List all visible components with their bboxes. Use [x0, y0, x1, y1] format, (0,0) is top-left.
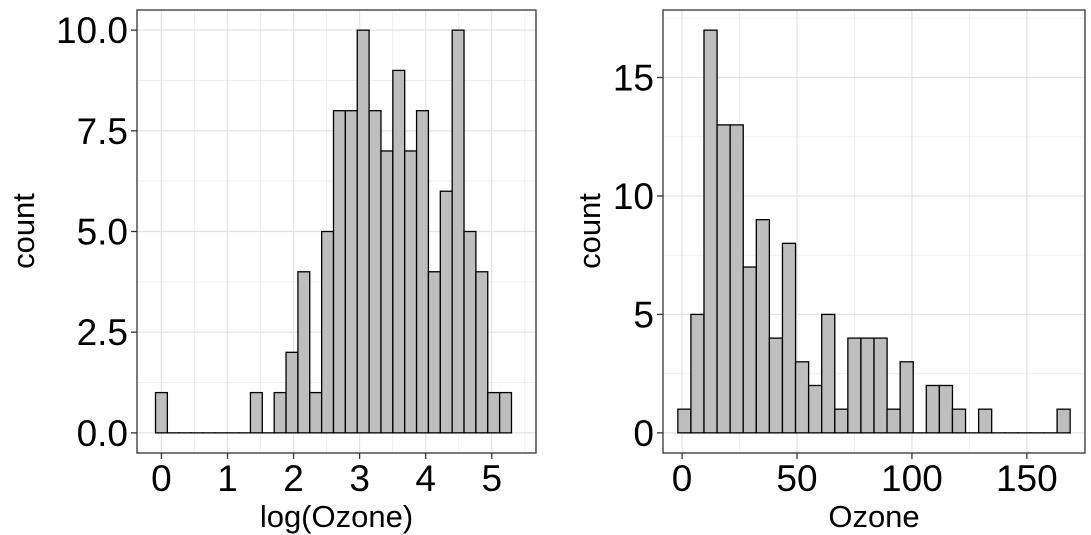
y-tick-label: 0: [633, 413, 654, 454]
x-tick-label: 5: [481, 458, 502, 499]
ticks: 0 50 100 150 0 5 10 15: [613, 58, 1058, 499]
x-tick-label: 150: [996, 458, 1058, 499]
histogram-log-ozone: 0 1 2 3 4 5 0.0 2.5 5.0 7.5 10.0 log(Ozone) count: [6, 9, 537, 534]
y-tick-label: 10: [613, 176, 654, 217]
histogram-bar: [703, 29, 718, 434]
histogram-bar: [899, 361, 914, 434]
x-tick-label: 4: [415, 458, 436, 499]
histogram-bar: [404, 150, 418, 434]
x-tick-label: 0: [151, 458, 172, 499]
y-tick-label: 2.5: [77, 312, 128, 353]
y-tick-label: 15: [613, 58, 654, 99]
histogram-bar: [821, 313, 836, 434]
histogram-bar: [807, 384, 823, 434]
histogram-bar: [273, 391, 287, 434]
histogram-bar: [439, 190, 453, 434]
x-tick-label: 0: [672, 458, 693, 499]
histogram-bar: [320, 230, 335, 434]
histogram-bar: [368, 110, 382, 434]
x-tick-label: 1: [217, 458, 238, 499]
y-tick-label: 5.0: [77, 212, 128, 253]
histogram-bar: [886, 408, 901, 434]
y-tick-label: 7.5: [77, 111, 128, 152]
histogram-bar: [1056, 408, 1071, 434]
histogram-bar: [309, 391, 323, 434]
histogram-bar: [677, 408, 692, 434]
histogram-bar: [755, 219, 771, 434]
histogram-bar: [392, 69, 406, 434]
histogram-bar: [925, 384, 941, 434]
y-tick-label: 5: [633, 294, 654, 335]
histogram-bar: [463, 230, 477, 434]
x-tick-label: 50: [776, 458, 817, 499]
histogram-bar: [977, 408, 993, 434]
x-axis-title: Ozone: [828, 499, 919, 534]
histogram-bar: [690, 313, 705, 434]
histogram-bar: [834, 408, 849, 434]
histogram-bar: [951, 408, 967, 434]
y-axis-title: count: [572, 193, 607, 269]
ticks: 0 1 2 3 4 5 0.0 2.5 5.0 7.5 10.0: [56, 10, 502, 499]
histogram-bar: [860, 337, 875, 434]
histogram-bar: [427, 271, 441, 434]
y-tick-label: 10.0: [56, 10, 128, 51]
x-tick-label: 100: [881, 458, 943, 499]
histogram-bar: [487, 391, 501, 434]
histogram-bar: [415, 110, 430, 434]
histogram-bar: [356, 29, 370, 434]
histogram-bar: [451, 29, 465, 434]
y-tick-label: 0.0: [77, 413, 128, 454]
histogram-bar: [873, 337, 888, 434]
histogram-bar: [498, 391, 513, 434]
histogram-bar: [847, 337, 862, 434]
histogram-bar: [344, 110, 358, 434]
histogram-bar: [297, 271, 311, 434]
histogram-bar: [742, 266, 757, 434]
panel-border: [662, 9, 1086, 454]
bars: [154, 29, 513, 434]
histogram-bar: [729, 124, 744, 434]
x-tick-label: 3: [349, 458, 370, 499]
bars: [677, 29, 1071, 434]
histogram-bar: [794, 361, 810, 434]
histogram-bar: [380, 150, 394, 434]
histogram-ozone: 0 50 100 150 0 5 10 15 Ozone count: [572, 9, 1086, 534]
x-axis-title: log(Ozone): [260, 499, 413, 534]
y-axis-title: count: [6, 193, 41, 269]
histogram-bar: [332, 110, 347, 434]
histogram-bar: [154, 391, 169, 434]
x-tick-label: 2: [283, 458, 304, 499]
histogram-bar: [475, 271, 489, 434]
histogram-bar: [285, 351, 299, 434]
histogram-bar: [249, 391, 263, 434]
histogram-bar: [768, 337, 784, 434]
histogram-bar: [716, 124, 731, 434]
histogram-bar: [938, 384, 954, 434]
histogram-bar: [781, 242, 797, 434]
